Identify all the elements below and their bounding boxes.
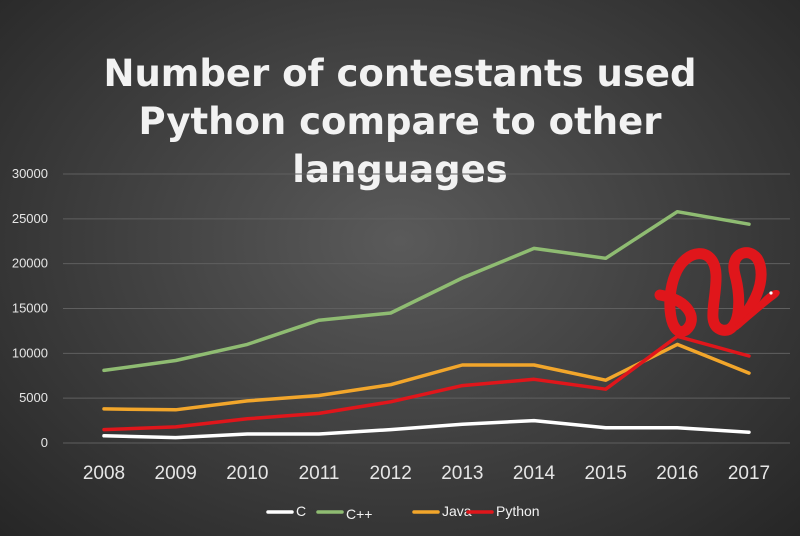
y-tick-label: 10000 xyxy=(12,345,48,360)
y-tick-label: 20000 xyxy=(12,256,48,271)
y-axis-ticks: 0 5000 10000 15000 20000 25000 30000 xyxy=(12,166,48,450)
x-tick-label: 2010 xyxy=(226,463,268,484)
legend-label: C xyxy=(296,503,306,519)
x-tick-label: 2017 xyxy=(728,463,770,484)
series-line-c xyxy=(102,418,751,440)
x-tick-label: 2012 xyxy=(370,463,412,484)
x-tick-label: 2016 xyxy=(656,463,698,484)
y-tick-label: 5000 xyxy=(19,390,48,405)
y-tick-label: 0 xyxy=(41,435,48,450)
legend-label: C++ xyxy=(346,506,372,522)
series-lines xyxy=(102,209,751,440)
y-tick-label: 30000 xyxy=(12,166,48,181)
series-line-python xyxy=(102,334,751,432)
x-tick-label: 2008 xyxy=(83,463,125,484)
legend-label: Java xyxy=(442,503,472,519)
x-tick-label: 2011 xyxy=(299,463,340,484)
legend: C C++ Java Python xyxy=(266,503,540,522)
chart-title-line-2: Python compare to other xyxy=(138,100,662,143)
chart-title: Number of contestants used Python compar… xyxy=(40,50,760,194)
chart-title-line-1: Number of contestants used xyxy=(103,52,697,95)
python-snake-logo xyxy=(654,247,780,337)
x-tick-label: 2014 xyxy=(513,463,556,484)
x-axis-ticks: 2008 2009 2010 2011 2012 2013 2014 2015 2016 2017 xyxy=(83,463,770,484)
series-line-cplusplus xyxy=(102,209,751,373)
legend-label: Python xyxy=(496,503,540,519)
x-tick-label: 2015 xyxy=(585,463,627,484)
snake-eye xyxy=(769,291,773,295)
x-tick-label: 2013 xyxy=(441,463,483,484)
chart-title-line-3: languages xyxy=(292,148,508,191)
y-tick-label: 25000 xyxy=(12,211,48,226)
x-tick-label: 2009 xyxy=(155,463,197,484)
snake-head xyxy=(735,289,780,328)
snake-body xyxy=(654,247,767,337)
y-tick-label: 15000 xyxy=(12,301,48,316)
